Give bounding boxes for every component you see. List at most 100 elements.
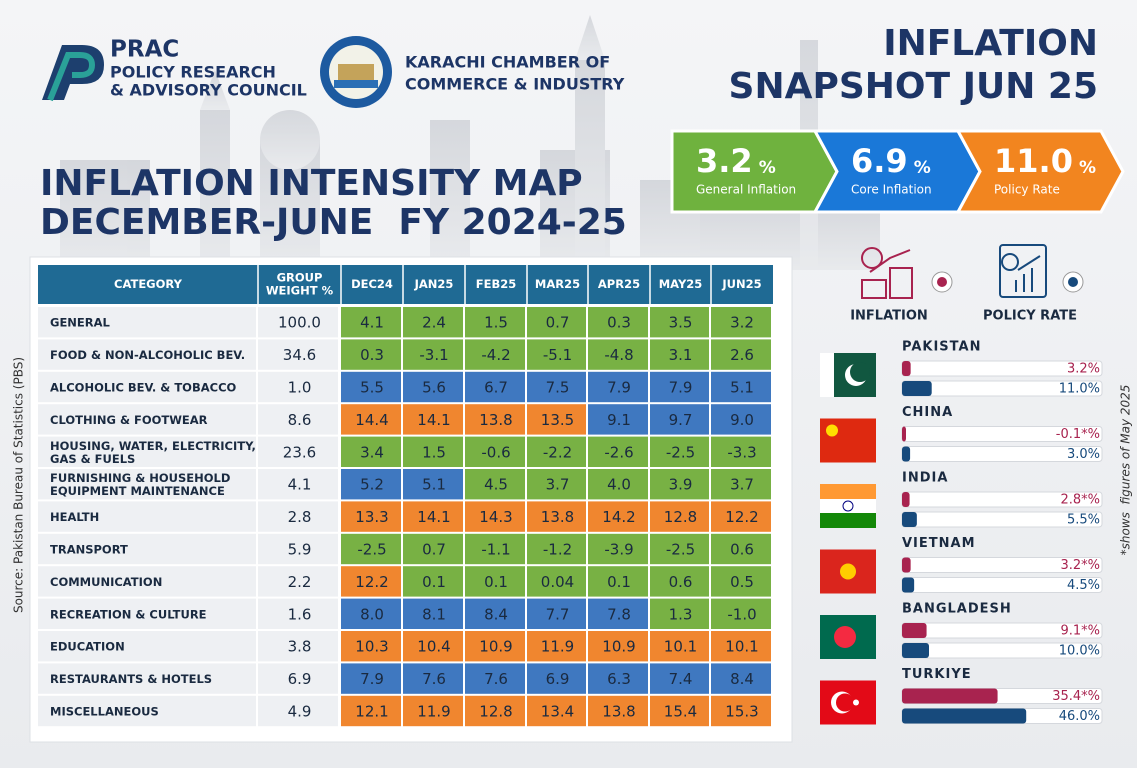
category-cell bbox=[38, 404, 256, 435]
org-name: KARACHI CHAMBER OF bbox=[405, 53, 610, 72]
cell-value: 10.1 bbox=[664, 638, 697, 656]
value-cell bbox=[711, 404, 771, 435]
org-name: POLICY RESEARCH bbox=[110, 63, 276, 82]
value-cell bbox=[588, 695, 648, 727]
weight-value: 4.9 bbox=[288, 703, 312, 721]
value-cell bbox=[650, 469, 709, 500]
cell-value: -3.1 bbox=[419, 346, 448, 364]
value-cell bbox=[527, 566, 586, 597]
value-cell bbox=[465, 436, 525, 467]
value-cell bbox=[711, 436, 771, 467]
weight-value: 2.2 bbox=[288, 573, 312, 591]
value-cell bbox=[711, 533, 771, 565]
cell-value: 15.4 bbox=[664, 703, 697, 721]
kpi-value: 3.2 bbox=[696, 142, 753, 180]
value-cell bbox=[403, 533, 463, 565]
weight-value: 1.0 bbox=[288, 379, 312, 397]
category-cell bbox=[38, 598, 256, 629]
value-cell bbox=[341, 695, 401, 727]
value-cell bbox=[465, 598, 525, 629]
column-header: DEC24 bbox=[351, 277, 393, 291]
country-bar bbox=[902, 643, 929, 658]
cell-value: 6.3 bbox=[607, 670, 631, 688]
cell-value: 14.1 bbox=[417, 508, 450, 526]
cell-value: 0.1 bbox=[607, 573, 631, 591]
cell-value: 0.6 bbox=[669, 573, 693, 591]
flag bbox=[820, 484, 876, 499]
cell-value: 13.8 bbox=[541, 508, 574, 526]
value-cell bbox=[711, 469, 771, 500]
weight-cell bbox=[258, 695, 338, 727]
country-name: INDIA bbox=[902, 471, 948, 486]
value-cell bbox=[341, 436, 401, 467]
country-name: TURKIYE bbox=[902, 667, 972, 682]
cell-value: 10.9 bbox=[602, 638, 635, 656]
value-cell bbox=[527, 501, 586, 532]
country-bar bbox=[902, 492, 910, 507]
prac-logo bbox=[42, 45, 104, 102]
cell-value: 10.9 bbox=[479, 638, 512, 656]
cell-value: 8.4 bbox=[484, 605, 508, 623]
value-cell bbox=[465, 371, 525, 403]
flag bbox=[820, 353, 834, 397]
flag bbox=[820, 513, 876, 528]
snapshot-title: INFLATION bbox=[883, 23, 1098, 64]
value-cell bbox=[588, 404, 648, 435]
country-bar bbox=[902, 557, 911, 573]
value-cell bbox=[650, 501, 709, 532]
category-cell bbox=[38, 469, 256, 500]
value-cell bbox=[341, 339, 401, 370]
weight-value: 4.1 bbox=[288, 476, 312, 494]
value-cell bbox=[403, 307, 463, 338]
value-cell bbox=[527, 663, 586, 694]
cell-value: 6.7 bbox=[484, 379, 508, 397]
weight-value: 5.9 bbox=[288, 541, 312, 559]
cell-value: 5.5 bbox=[360, 379, 384, 397]
cell-value: -3.3 bbox=[727, 443, 756, 461]
cell-value: 9.7 bbox=[669, 411, 693, 429]
cell-value: 4.1 bbox=[360, 314, 384, 332]
kpi-label: Policy Rate bbox=[994, 183, 1060, 197]
category-cell bbox=[38, 307, 256, 338]
value-cell bbox=[711, 598, 771, 629]
country-bar bbox=[902, 426, 906, 442]
cell-value: 14.1 bbox=[417, 411, 450, 429]
kpi-chevron bbox=[955, 129, 1125, 214]
cell-value: 10.3 bbox=[355, 638, 388, 656]
value-cell bbox=[403, 339, 463, 370]
weight-value: 8.6 bbox=[288, 411, 312, 429]
weight-value: 1.6 bbox=[288, 605, 312, 623]
cell-value: 0.3 bbox=[360, 346, 384, 364]
country-bar bbox=[902, 577, 915, 593]
cell-value: -0.6 bbox=[481, 443, 510, 461]
category-label: GAS & FUELS bbox=[50, 452, 135, 466]
flag bbox=[834, 626, 856, 648]
weight-value: 6.9 bbox=[288, 670, 312, 688]
cell-value: 15.3 bbox=[725, 703, 758, 721]
cell-value: -1.0 bbox=[727, 605, 756, 623]
bar-label: 3.0% bbox=[1067, 447, 1100, 462]
policy-icon bbox=[999, 244, 1047, 298]
cell-value: 11.9 bbox=[541, 638, 574, 656]
cell-value: 12.8 bbox=[664, 508, 697, 526]
weight-cell bbox=[258, 307, 338, 338]
country-name: VIETNAM bbox=[902, 536, 976, 551]
category-cell bbox=[38, 566, 256, 597]
flag bbox=[820, 418, 876, 463]
cell-value: 13.3 bbox=[355, 508, 388, 526]
value-cell bbox=[465, 469, 525, 500]
value-cell bbox=[588, 501, 648, 532]
cell-value: 2.4 bbox=[422, 314, 446, 332]
cell-value: 8.1 bbox=[422, 605, 446, 623]
value-cell bbox=[465, 631, 525, 662]
country-name: BANGLADESH bbox=[902, 602, 1012, 617]
value-cell bbox=[341, 533, 401, 565]
cell-value: 14.4 bbox=[355, 411, 388, 429]
kpi-label: Core Inflation bbox=[851, 183, 932, 197]
value-cell bbox=[588, 469, 648, 500]
value-cell bbox=[341, 598, 401, 629]
cell-value: 8.4 bbox=[730, 670, 754, 688]
bar-label: 3.2*% bbox=[1060, 558, 1100, 573]
cell-value: 7.5 bbox=[546, 379, 570, 397]
